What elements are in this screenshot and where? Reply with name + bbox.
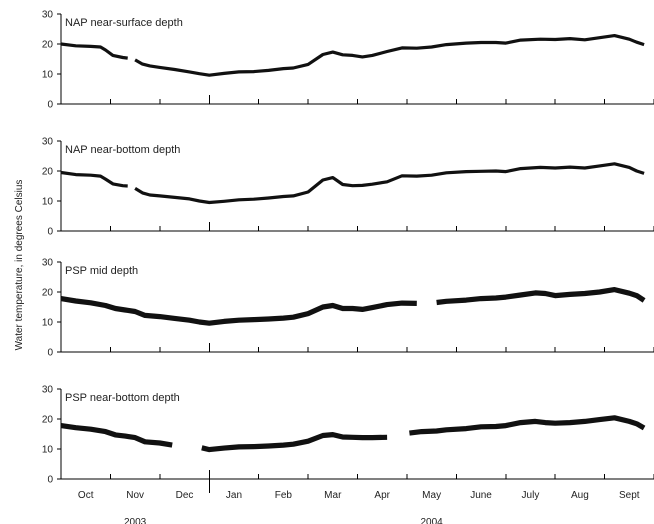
y-tick-label: 20 [42,167,54,178]
month-label: Nov [126,490,144,501]
y-tick-label: 30 [42,137,54,148]
month-label: Mar [324,490,342,501]
y-tick-label: 0 [47,475,53,486]
y-tick-label: 10 [42,70,54,81]
panel-2: 0 10 20 30 NAP near-bottom depth [42,137,654,238]
temperature-series-segment [60,296,417,326]
month-label: June [470,490,492,501]
y-tick-label: 10 [42,197,54,208]
month-label: Feb [275,490,293,501]
y-tick-label: 10 [42,445,54,456]
panel-1: 0 10 20 30 NAP near-surface depth [42,10,654,111]
panel-4: 0 10 20 30 PSP near-bottom depth [42,385,654,486]
panels-layer: 0 10 20 30 NAP near-surface depth 0 10 20 30 NAP … [42,10,654,486]
month-label: Dec [176,490,194,501]
month-label: July [522,490,540,501]
year-label: 2004 [421,517,444,524]
panel-title: NAP near-surface depth [65,17,183,29]
panel-title: PSP near-bottom depth [65,392,180,404]
month-label: Apr [374,490,390,501]
temperature-series-segment [436,287,646,306]
temperature-series-segment [201,432,388,453]
temperature-series-segment [60,423,173,448]
y-tick-label: 20 [42,288,54,299]
temperature-series-segment [134,162,645,205]
y-tick-label: 30 [42,10,54,21]
month-label: Oct [78,490,94,501]
month-label: Aug [571,490,589,501]
month-label: Sept [619,490,640,501]
y-tick-label: 0 [47,348,53,359]
y-tick-label: 30 [42,385,54,396]
y-tick-label: 20 [42,415,54,426]
y-tick-label: 20 [42,40,54,51]
y-tick-label: 0 [47,227,53,238]
y-tick-label: 30 [42,258,54,269]
y-tick-label: 10 [42,318,54,329]
year-label: 2003 [124,517,147,524]
temperature-series-segment [60,170,128,188]
y-axis-title: Water temperature, in degrees Celsius [14,180,25,351]
panel-title: PSP mid depth [65,265,138,277]
temperature-series-segment [409,415,646,436]
x-axis-layer: Oct Nov Dec Jan Feb Mar Apr May June July Aug Sept 2… [78,479,640,524]
y-tick-label: 0 [47,100,53,111]
panel-title: NAP near-bottom depth [65,144,180,156]
temperature-series-segment [60,42,128,60]
month-label: May [422,490,441,501]
temperature-series-segment [134,34,645,77]
month-label: Jan [226,490,242,501]
panel-3: 0 10 20 30 PSP mid depth [42,258,654,359]
